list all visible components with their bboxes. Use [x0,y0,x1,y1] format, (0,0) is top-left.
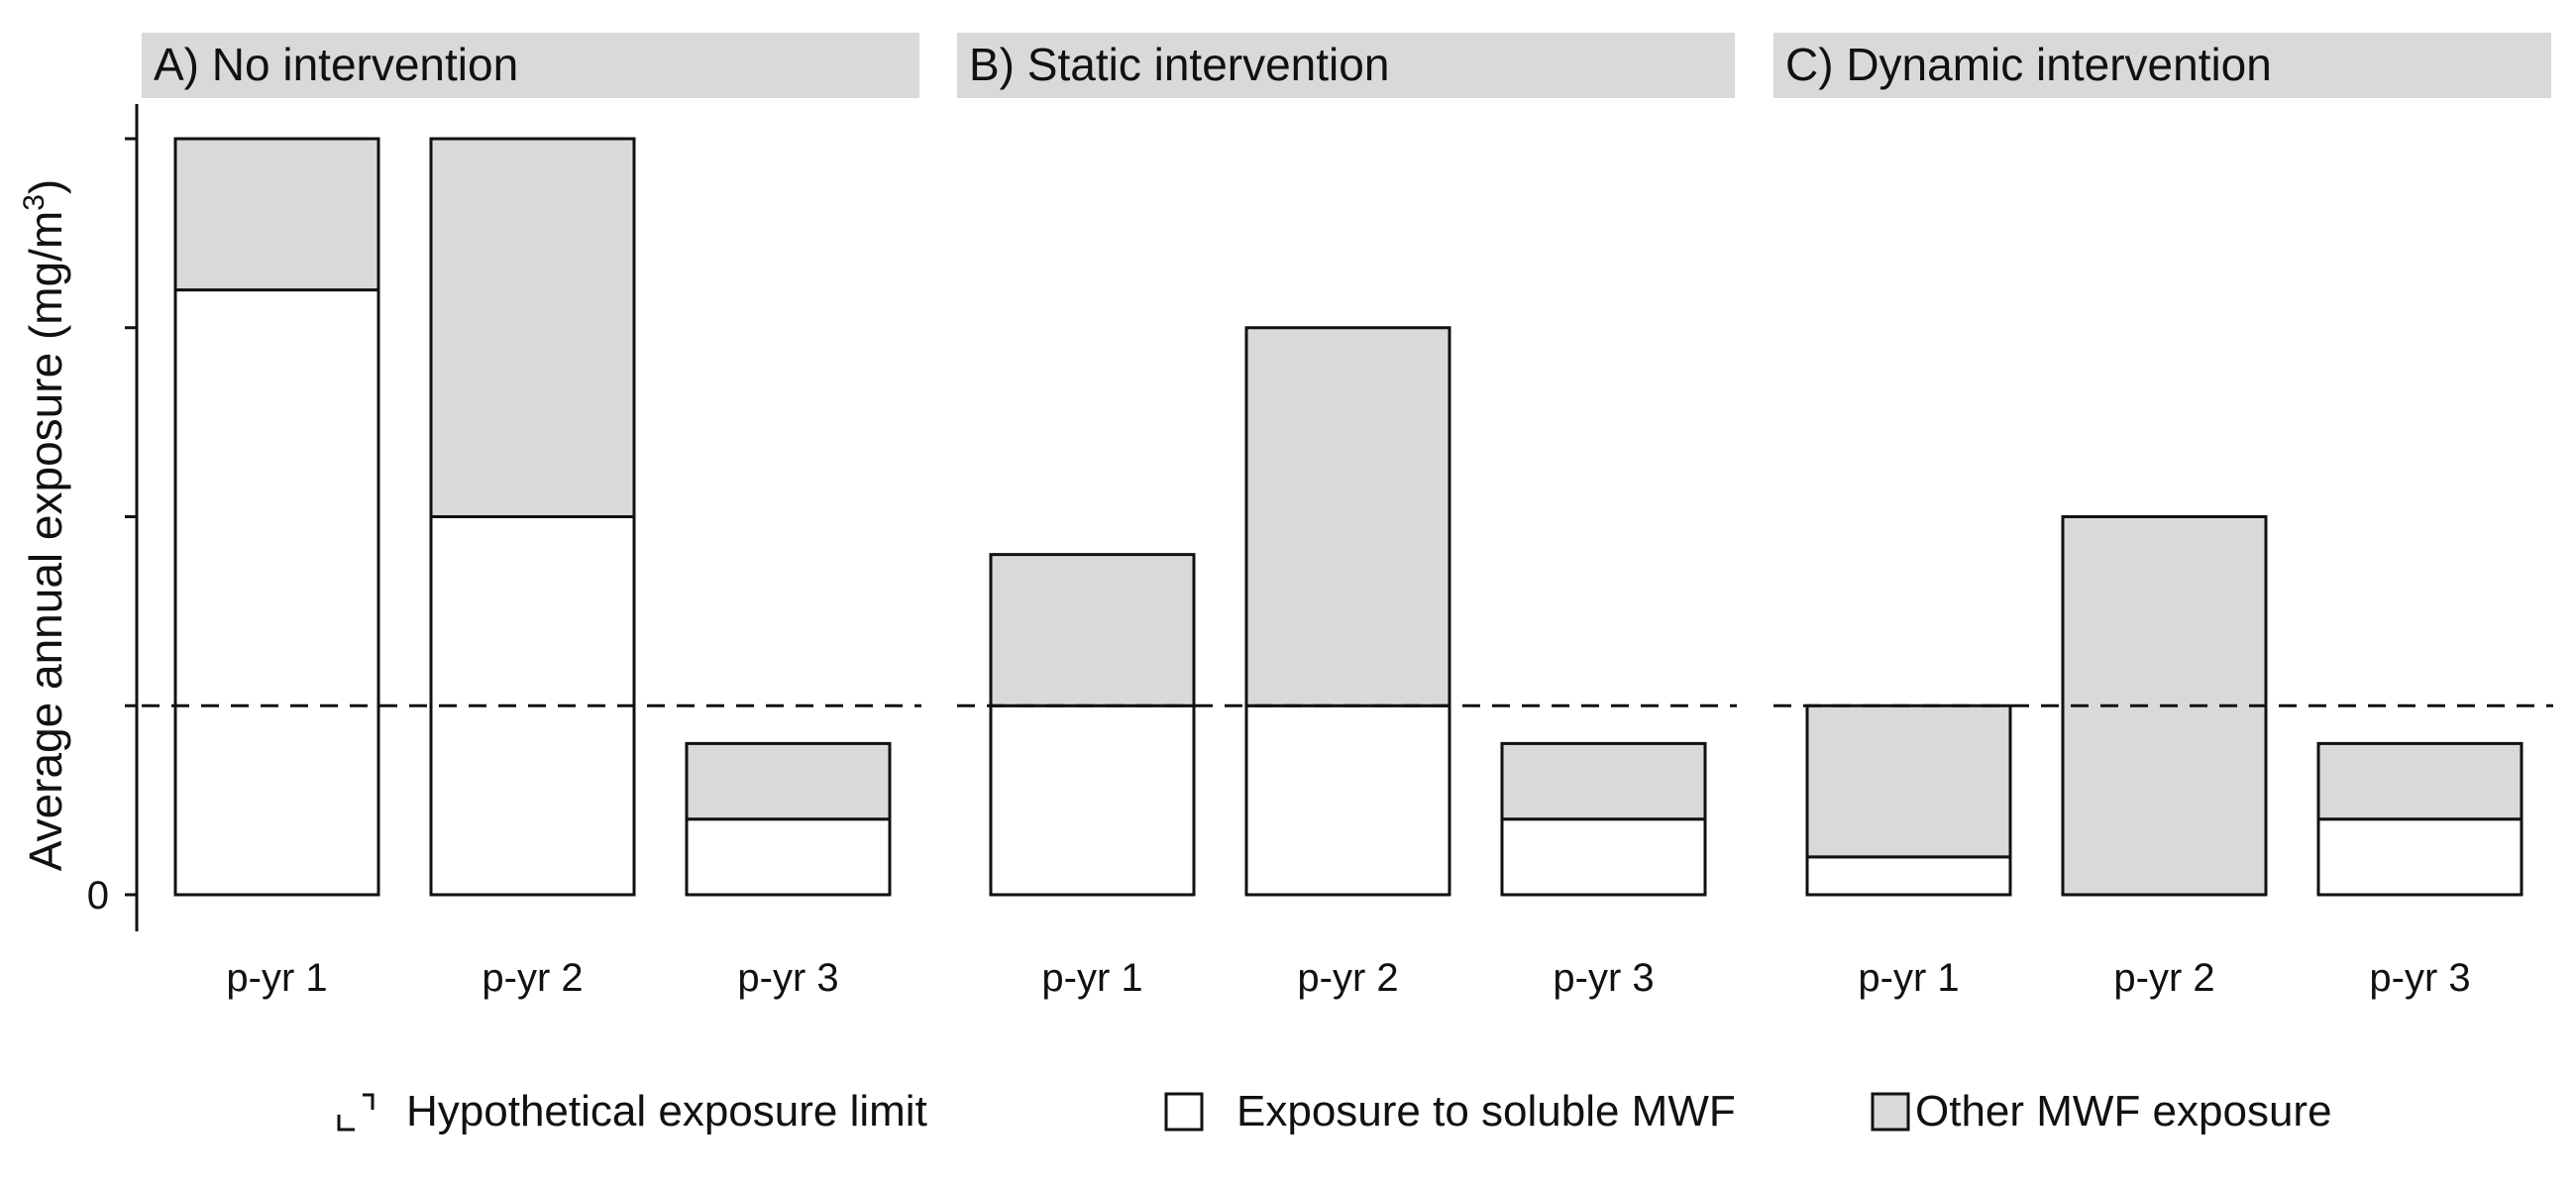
y-axis: Average annual exposure (mg/m3) [18,104,139,931]
panel-strip [142,33,919,98]
x-tick-label: p-yr 3 [737,956,838,1000]
panel-3: C) Dynamic intervention p-yr 1 p-yr 2 p-yr … [1773,33,2551,1000]
panel-title: A) No intervention [154,39,518,90]
bar-segment-other [1244,326,1451,707]
legend-key-grey-box [1871,1092,1910,1132]
bar-segment-soluble [2316,817,2523,897]
bar-segment-other [2316,741,2523,821]
bar-segment-other [173,137,380,292]
panel-2: B) Static intervention p-yr 1 p-yr 2 p-yr 3 [957,33,1735,1000]
bar-segment-soluble [1244,703,1451,897]
y-axis-ticks: 0 [87,137,137,918]
panel-title: C) Dynamic intervention [1785,39,2272,90]
bar-segment-soluble [1805,855,2012,897]
legend: Hypothetical exposure limit Exposure to s… [337,1087,2332,1135]
x-tick-label: p-yr 2 [482,956,583,1000]
y-axis-label-superscript: 3 [18,194,51,211]
legend-key-dashed-line [337,1115,355,1132]
y-tick-label: 0 [87,874,109,918]
x-tick-label: p-yr 3 [2369,956,2470,1000]
legend-label: Exposure to soluble MWF [1236,1087,1736,1135]
bar-segment-other [1805,703,2012,859]
bar-segment-soluble [989,703,1196,897]
bar-segment-soluble [173,288,380,897]
bar-segment-other [429,137,636,518]
x-tick-label: p-yr 1 [1041,956,1142,1000]
legend-label: Other MWF exposure [1915,1087,2332,1135]
x-tick-label: p-yr 1 [226,956,327,1000]
x-tick-label: p-yr 1 [1858,956,1959,1000]
bar-segment-other [685,741,892,821]
bar-segment-soluble [685,817,892,897]
x-tick-label: p-yr 2 [1297,956,1398,1000]
legend-key-white-box [1164,1092,1204,1132]
legend-key-dashed-line [363,1093,375,1110]
legend-label: Hypothetical exposure limit [406,1087,927,1135]
legend-item-other: Other MWF exposure [1871,1087,2332,1135]
bar-segment-soluble [1500,817,1707,897]
bar-segment-other [989,553,1196,707]
x-tick-label: p-yr 2 [2113,956,2214,1000]
x-tick-label: p-yr 3 [1553,956,1654,1000]
panel-strip [957,33,1735,98]
panel-strip [1773,33,2551,98]
y-axis-label: Average annual exposure (mg/m3) [18,179,71,872]
bar-segment-other [1500,741,1707,821]
legend-item-soluble: Exposure to soluble MWF [1164,1087,1736,1135]
panel-1: A) No intervention p-yr 1 p-yr 2 p-yr 3 [142,33,919,1000]
legend-item-limit: Hypothetical exposure limit [337,1087,927,1135]
panel-title: B) Static intervention [969,39,1389,90]
